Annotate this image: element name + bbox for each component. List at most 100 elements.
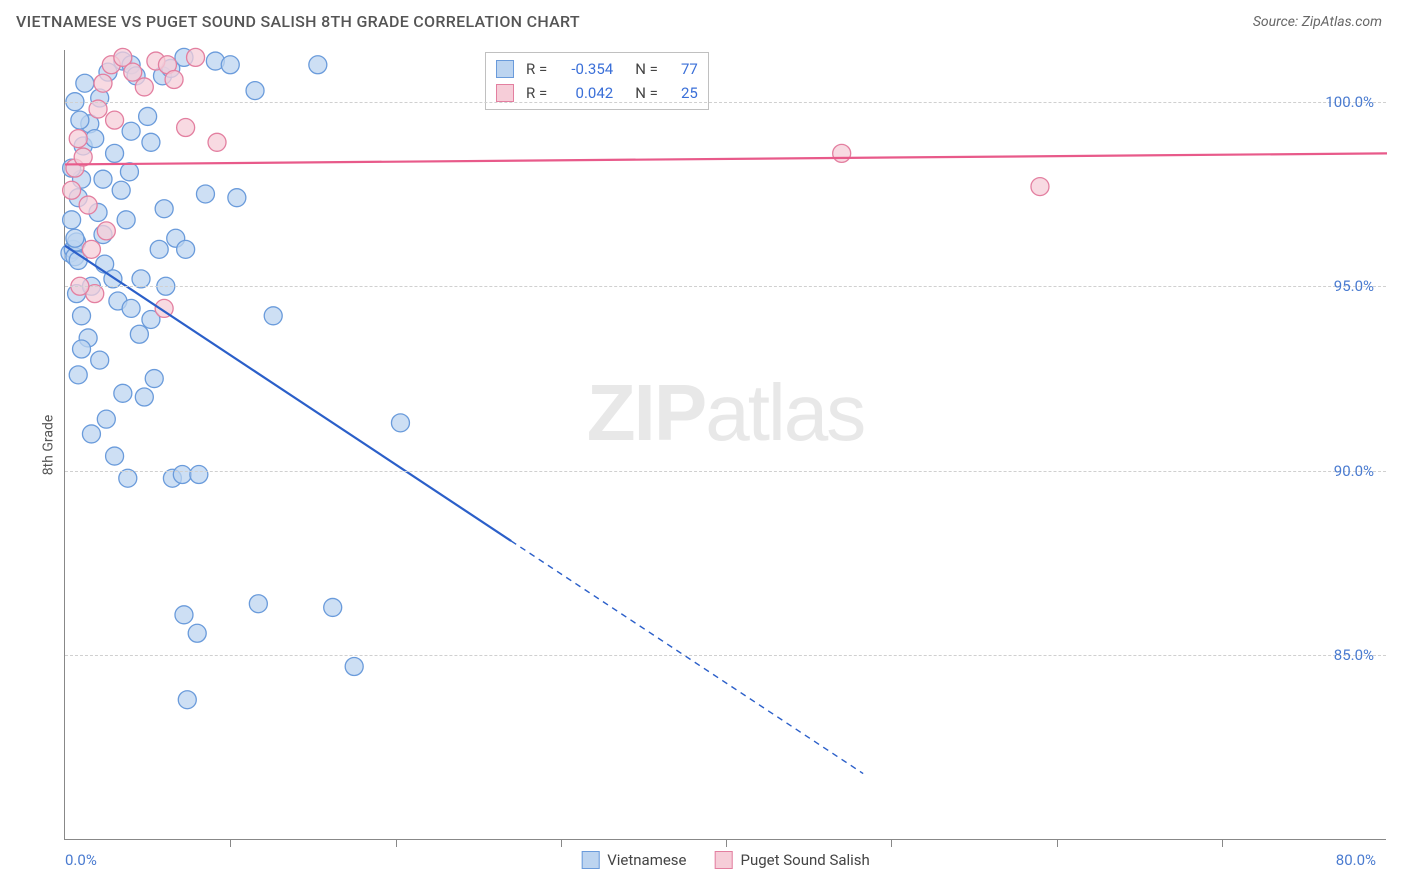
legend-stat-row: R = -0.354 N = 77: [496, 57, 698, 81]
y-tick-label: 85.0%: [1334, 646, 1374, 664]
x-tick: [891, 839, 892, 847]
scatter-point: [190, 466, 208, 484]
scatter-point: [66, 229, 84, 247]
scatter-point: [135, 388, 153, 406]
scatter-point: [155, 200, 173, 218]
scatter-point: [145, 370, 163, 388]
scatter-point: [178, 691, 196, 709]
scatter-point: [246, 82, 264, 100]
x-tick: [1057, 839, 1058, 847]
gridline: [65, 655, 1386, 656]
scatter-point: [1031, 178, 1049, 196]
scatter-point: [173, 466, 191, 484]
trend-line: [65, 153, 1387, 164]
scatter-point: [309, 56, 327, 74]
scatter-point: [122, 122, 140, 140]
legend-swatch: [496, 84, 514, 102]
x-tick: [396, 839, 397, 847]
legend-swatch: [496, 60, 514, 78]
scatter-point: [82, 240, 100, 258]
scatter-point: [187, 48, 205, 66]
scatter-point: [71, 111, 89, 129]
scatter-point: [97, 410, 115, 428]
scatter-point: [345, 657, 363, 675]
scatter-point: [69, 366, 87, 384]
scatter-point: [73, 340, 91, 358]
scatter-point: [73, 307, 91, 325]
scatter-point: [208, 133, 226, 151]
scatter-point: [106, 144, 124, 162]
scatter-point: [833, 144, 851, 162]
scatter-point: [130, 325, 148, 343]
y-tick-label: 90.0%: [1334, 462, 1374, 480]
scatter-point: [94, 170, 112, 188]
scatter-point: [124, 63, 142, 81]
legend-item: Puget Sound Salish: [715, 851, 870, 869]
scatter-point: [324, 598, 342, 616]
legend-label: Puget Sound Salish: [741, 851, 870, 869]
x-tick: [230, 839, 231, 847]
x-tick: [561, 839, 562, 847]
scatter-point: [122, 299, 140, 317]
chart-title: VIETNAMESE VS PUGET SOUND SALISH 8TH GRA…: [16, 12, 580, 31]
scatter-point: [249, 595, 267, 613]
stat-r-value: -0.354: [557, 57, 613, 81]
stat-n-label: N =: [635, 57, 658, 81]
plot-svg: [65, 50, 1386, 839]
scatter-point: [120, 163, 138, 181]
x-tick: [1222, 839, 1223, 847]
scatter-point: [94, 74, 112, 92]
scatter-point: [76, 74, 94, 92]
scatter-point: [82, 425, 100, 443]
scatter-point: [142, 133, 160, 151]
y-axis-label: 8th Grade: [40, 415, 56, 476]
scatter-point: [86, 130, 104, 148]
gridline: [65, 471, 1386, 472]
scatter-chart: 8th Grade ZIPatlas R =-0.354N =77R =0.04…: [48, 50, 1388, 840]
scatter-point: [228, 189, 246, 207]
scatter-point: [221, 56, 239, 74]
scatter-point: [135, 78, 153, 96]
scatter-point: [97, 222, 115, 240]
x-tick: [726, 839, 727, 847]
scatter-point: [106, 447, 124, 465]
scatter-point: [119, 469, 137, 487]
scatter-point: [188, 624, 206, 642]
legend-series: Vietnamese Puget Sound Salish: [581, 851, 870, 869]
stat-r-label: R =: [526, 57, 547, 81]
scatter-point: [79, 196, 97, 214]
y-tick-label: 95.0%: [1334, 277, 1374, 295]
scatter-point: [117, 211, 135, 229]
y-tick-label: 100.0%: [1325, 93, 1374, 111]
legend-swatch: [715, 851, 733, 869]
gridline: [65, 102, 1386, 103]
legend-label: Vietnamese: [607, 851, 686, 869]
scatter-point: [139, 107, 157, 125]
x-axis-min-label: 0.0%: [65, 851, 97, 869]
legend-swatch: [581, 851, 599, 869]
scatter-point: [112, 181, 130, 199]
plot-area: ZIPatlas R =-0.354N =77R =0.042N =25 0.0…: [64, 50, 1386, 840]
scatter-point: [69, 130, 87, 148]
legend-item: Vietnamese: [581, 851, 686, 869]
scatter-point: [114, 384, 132, 402]
gridline: [65, 286, 1386, 287]
scatter-point: [391, 414, 409, 432]
scatter-point: [132, 270, 150, 288]
scatter-point: [150, 240, 168, 258]
scatter-point: [63, 181, 81, 199]
chart-source: Source: ZipAtlas.com: [1253, 14, 1382, 30]
scatter-point: [177, 240, 195, 258]
trend-line-extrapolated: [511, 541, 863, 774]
scatter-point: [196, 185, 214, 203]
stat-n-value: 77: [668, 57, 698, 81]
scatter-point: [106, 111, 124, 129]
scatter-point: [63, 211, 81, 229]
scatter-point: [177, 119, 195, 137]
scatter-point: [264, 307, 282, 325]
scatter-point: [175, 606, 193, 624]
scatter-point: [89, 100, 107, 118]
scatter-point: [91, 351, 109, 369]
scatter-point: [165, 71, 183, 89]
x-axis-max-label: 80.0%: [1336, 851, 1376, 869]
